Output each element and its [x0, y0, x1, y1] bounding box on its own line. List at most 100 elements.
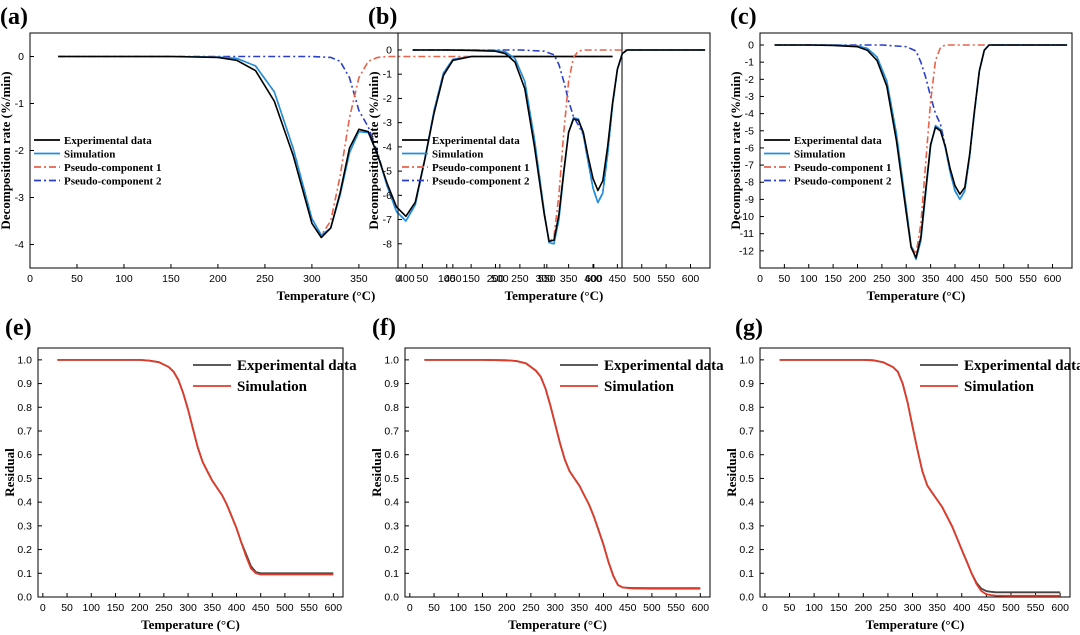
x-tick-label: 200 [498, 602, 516, 614]
y-tick-label: -2 [15, 145, 24, 157]
y-tick-label: 0 [748, 40, 754, 52]
y-tick-label: -5 [745, 125, 754, 137]
x-tick-label: 550 [300, 602, 318, 614]
y-tick-label: 0.2 [384, 544, 399, 556]
x-tick-label: 300 [303, 273, 321, 285]
y-axis-label: Decomposition rate (%/min) [366, 71, 381, 229]
y-tick-label: -12 [739, 245, 754, 257]
series-line-pseudo-component-2 [412, 49, 706, 204]
x-tick-label: 300 [897, 273, 915, 285]
y-tick-label: -2 [383, 93, 392, 105]
series-line-pseudo-component-1 [412, 49, 706, 244]
y-tick-label: 0.6 [739, 449, 754, 461]
x-tick-label: 150 [462, 273, 480, 285]
y-tick-label: 0.4 [384, 497, 399, 509]
panel-e: (e) 0 50 100 150 200 250 300 350 400 450 500 550 600 0… [2, 315, 357, 632]
legend-label: Simulation [64, 149, 115, 161]
y-tick-label: 0.0 [739, 592, 754, 604]
y-tick-label: -3 [15, 192, 24, 204]
panel-letter: (e) [5, 315, 32, 341]
legend-label: Simulation [432, 149, 483, 161]
y-tick-label: 0.5 [17, 473, 32, 485]
y-tick-label: -6 [745, 142, 754, 154]
x-tick-label: 0 [407, 602, 413, 614]
x-tick-label: 500 [276, 602, 294, 614]
x-tick-label: 400 [595, 602, 613, 614]
legend-label: Simulation [794, 149, 845, 161]
panel-letter: (a) [0, 4, 28, 30]
y-tick-label: -8 [383, 238, 392, 250]
x-tick-label: 350 [928, 602, 946, 614]
y-tick-label: 0.8 [384, 402, 399, 414]
y-tick-label: 0.8 [17, 402, 32, 414]
x-axis-label: Temperature (°C) [277, 288, 376, 303]
y-tick-label: -1 [745, 57, 754, 69]
y-tick-label: 0.5 [739, 473, 754, 485]
series-line-experimental-data [412, 49, 706, 243]
x-tick-label: 250 [155, 602, 173, 614]
panel-letter: (c) [730, 4, 757, 30]
x-tick-label: 100 [449, 602, 467, 614]
y-tick-label: 0.6 [384, 449, 399, 461]
y-tick-label: 0 [18, 51, 24, 63]
y-tick-label: 0 [386, 44, 392, 56]
plot-frame [759, 347, 1071, 598]
panel-b: (b) 0 50 100 150 200 250 300 350 400 450 500 550 600 0… [366, 4, 711, 303]
x-tick-label: 100 [115, 273, 133, 285]
legend-label: Pseudo-component 2 [794, 176, 892, 188]
x-tick-label: 50 [784, 602, 796, 614]
y-tick-label: -5 [383, 166, 392, 178]
series-line-experimental-data [58, 55, 613, 239]
legend-label: Simulation [604, 379, 675, 395]
y-tick-label: -10 [739, 211, 754, 223]
x-tick-label: 450 [444, 273, 462, 285]
legend-label: Pseudo-component 1 [432, 162, 529, 174]
panel-f: (f) 0 50 100 150 200 250 300 350 400 450 500 550 600 0… [369, 315, 724, 632]
x-tick-label: 600 [1044, 273, 1062, 285]
x-tick-label: 500 [643, 602, 661, 614]
x-tick-label: 400 [228, 602, 246, 614]
x-tick-label: 550 [538, 273, 556, 285]
x-axis-label: Temperature (°C) [867, 288, 966, 303]
y-tick-label: 0.0 [17, 592, 32, 604]
x-tick-label: 150 [474, 602, 492, 614]
panel-letter: (b) [368, 4, 397, 30]
y-tick-label: 0.1 [384, 568, 399, 580]
x-tick-label: 600 [585, 273, 603, 285]
x-tick-label: 450 [619, 602, 637, 614]
y-tick-label: 0.0 [384, 592, 399, 604]
x-tick-label: 600 [1051, 602, 1069, 614]
x-tick-label: 350 [204, 602, 222, 614]
x-tick-label: 50 [779, 273, 791, 285]
x-tick-label: 50 [417, 273, 429, 285]
y-tick-label: 0.4 [17, 497, 32, 509]
plot-frame [397, 32, 711, 269]
x-tick-label: 100 [82, 602, 100, 614]
y-tick-label: -2 [745, 74, 754, 86]
x-tick-label: 150 [162, 273, 180, 285]
x-tick-label: 50 [428, 602, 440, 614]
legend-label: Experimental data [794, 135, 882, 147]
y-tick-label: 1.0 [17, 354, 32, 366]
y-tick-label: 0.9 [739, 378, 754, 390]
x-tick-label: 300 [179, 602, 197, 614]
y-tick-label: -7 [383, 214, 392, 226]
x-tick-label: 0 [27, 273, 33, 285]
panel-a: (a)0 50 100 150 200 250 300 350 400 450 500 550 6000… [0, 4, 623, 303]
x-tick-label: 500 [491, 273, 509, 285]
x-tick-label: 200 [209, 273, 227, 285]
y-tick-label: -3 [383, 117, 392, 129]
x-tick-label: 300 [535, 273, 553, 285]
y-tick-label: -6 [383, 190, 392, 202]
legend: Experimental dataSimulationPseudo-compon… [34, 135, 162, 188]
x-axis-label: Temperature (°C) [866, 617, 965, 632]
x-tick-label: 100 [805, 602, 823, 614]
legend: Experimental data Simulation [560, 358, 724, 395]
y-tick-label: 0.2 [17, 544, 32, 556]
y-tick-label: 0.7 [384, 426, 399, 438]
x-tick-label: 100 [800, 273, 818, 285]
legend-label: Experimental data [604, 358, 724, 374]
x-tick-label: 0 [40, 602, 46, 614]
plot-frame [37, 347, 344, 598]
x-axis-label: Temperature (°C) [508, 617, 607, 632]
